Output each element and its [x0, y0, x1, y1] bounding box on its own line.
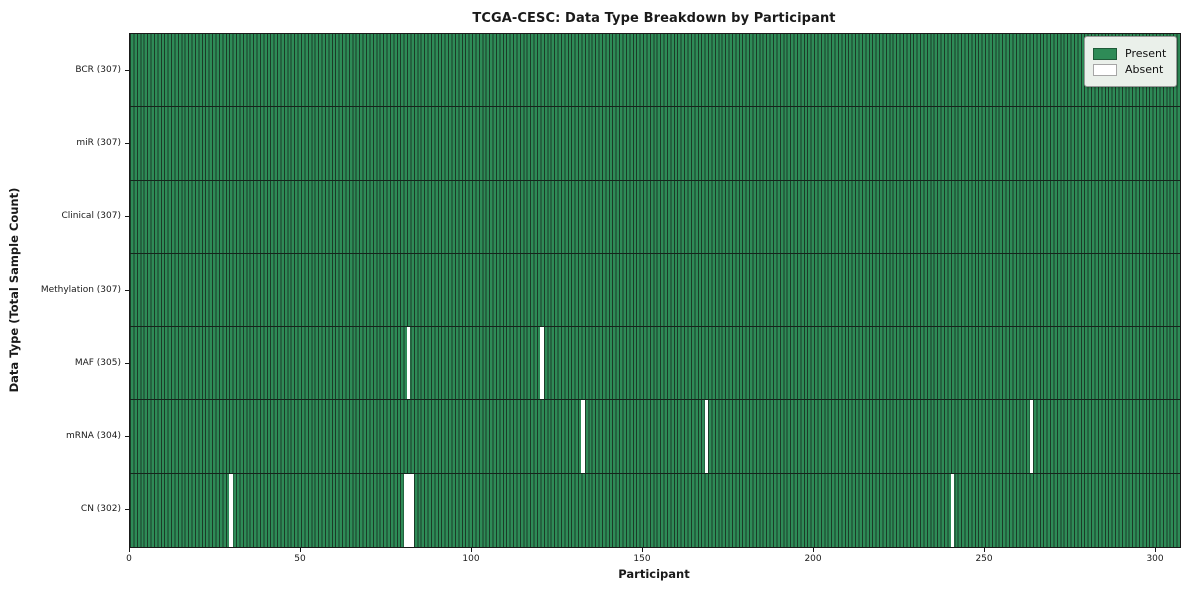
x-tick-label: 0	[126, 554, 132, 564]
legend: Present Absent	[1084, 36, 1178, 87]
x-tick-label: 50	[294, 554, 306, 564]
y-tick-label: mRNA (304)	[66, 431, 121, 442]
x-tick-mark	[129, 548, 130, 552]
y-tick-label: BCR (307)	[75, 64, 121, 75]
x-tick-mark	[300, 548, 301, 552]
heatmap-plot	[129, 33, 1181, 548]
y-tick-mark	[125, 436, 129, 438]
x-tick-mark	[642, 548, 644, 552]
y-tick-label: Clinical (307)	[61, 211, 121, 222]
x-axis-label: Participant	[618, 567, 690, 581]
chart-title: TCGA-CESC: Data Type Breakdown by Partic…	[472, 11, 836, 26]
y-tick-mark	[125, 216, 129, 218]
x-tick-mark	[984, 548, 986, 552]
x-tick-mark	[1155, 548, 1157, 552]
y-tick-mark	[125, 362, 129, 364]
absent-cell	[407, 327, 411, 400]
heatmap-row-mrna	[130, 400, 1180, 474]
x-tick-label: 150	[633, 554, 651, 564]
legend-swatch-absent-icon	[1093, 63, 1117, 76]
heatmap-row-clinical	[130, 180, 1180, 254]
x-tick-label: 200	[804, 554, 822, 564]
y-tick-mark	[125, 289, 129, 291]
y-tick-label: MAF (305)	[74, 357, 121, 368]
heatmap-row-methylation	[130, 253, 1180, 328]
y-tick-mark	[125, 142, 129, 144]
y-tick-label: miR (307)	[76, 137, 121, 148]
absent-cell	[540, 327, 544, 400]
absent-cell	[581, 400, 585, 473]
x-tick-mark	[471, 548, 473, 552]
y-tick-mark	[125, 69, 129, 71]
absent-cell	[410, 473, 414, 547]
legend-swatch-present-icon	[1093, 47, 1117, 60]
absent-cell	[229, 473, 233, 547]
y-tick-label: Methylation (307)	[40, 284, 121, 295]
heatmap-row-cn	[130, 473, 1180, 547]
absent-cell	[403, 473, 408, 547]
x-tick-mark	[813, 548, 815, 552]
legend-label-absent: Absent	[1125, 63, 1164, 76]
y-tick-label: CN (302)	[80, 504, 121, 515]
legend-label-present: Present	[1125, 47, 1167, 60]
x-tick-label: 300	[1146, 554, 1164, 564]
x-tick-label: 100	[462, 554, 480, 564]
x-tick-label: 250	[975, 554, 993, 564]
y-tick-mark	[125, 509, 129, 511]
heatmap-row-bcr	[130, 34, 1180, 108]
absent-cell	[1029, 400, 1033, 473]
absent-cell	[950, 473, 955, 547]
heatmap-row-mir	[130, 107, 1180, 181]
legend-item-absent: Absent	[1093, 63, 1166, 76]
absent-cell	[407, 473, 411, 547]
absent-cell	[704, 400, 708, 473]
heatmap-row-maf	[130, 327, 1180, 401]
legend-item-present: Present	[1093, 47, 1166, 60]
